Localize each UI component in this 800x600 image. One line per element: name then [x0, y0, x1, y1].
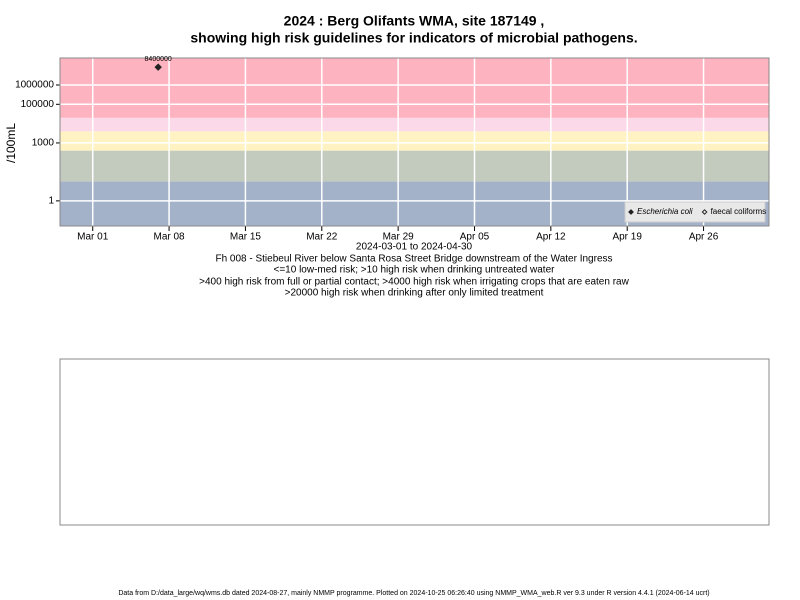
x-tick-label: Mar 22: [306, 232, 338, 243]
y-tick-label: 1000: [32, 138, 55, 149]
risk-band: [60, 58, 769, 118]
note: <=10 low-med risk; >10 high risk when dr…: [274, 265, 556, 276]
note: >20000 high risk when drinking after onl…: [285, 288, 544, 299]
y-tick-label: 1: [48, 196, 54, 207]
x-tick-label: Mar 15: [230, 232, 262, 243]
y-axis-label: /100mL: [4, 123, 18, 163]
x-tick-label: Mar 29: [383, 232, 415, 243]
x-axis-label: 2024-03-01 to 2024-04-30: [356, 242, 473, 253]
x-tick-label: Apr 19: [612, 232, 642, 243]
y-tick-label: 100000: [21, 99, 55, 110]
x-tick-label: Apr 26: [689, 232, 719, 243]
data-label: 8400000: [145, 56, 172, 63]
empty-panel: [59, 358, 770, 526]
point: [154, 63, 162, 71]
risk-band: [60, 150, 769, 182]
x-tick-label: Apr 12: [536, 232, 566, 243]
risk-band: [60, 117, 769, 132]
x-tick-label: Apr 05: [460, 232, 490, 243]
plot-frame: [59, 57, 770, 227]
legend-box: [624, 201, 766, 223]
note: Fh 008 - Stiebeul River below Santa Rosa…: [215, 254, 612, 265]
note: >400 high risk from full or partial cont…: [199, 277, 629, 288]
legend-marker: [628, 209, 634, 215]
x-tick-label: Mar 08: [154, 232, 186, 243]
risk-band: [60, 131, 769, 151]
chart-title: 2024 : Berg Olifants WMA, site 187149 ,: [284, 13, 545, 29]
legend-label: Escherichia coli: [637, 207, 693, 216]
legend-label: faecal coliforms: [711, 207, 767, 216]
legend-marker: [701, 209, 708, 215]
x-tick-label: Mar 01: [77, 232, 109, 243]
chart-subtitle: showing high risk guidelines for indicat…: [190, 30, 637, 46]
y-tick-label: 1000000: [15, 80, 54, 91]
footer: Data from D:/data_large/wq/wms.db dated …: [118, 590, 709, 597]
